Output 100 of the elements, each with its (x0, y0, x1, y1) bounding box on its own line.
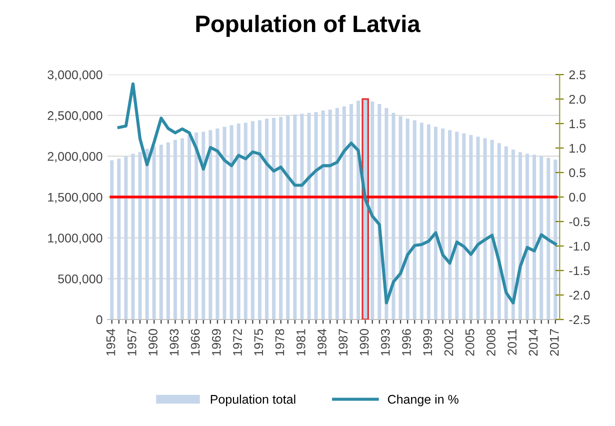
bar (462, 133, 466, 320)
line-series (117, 82, 557, 304)
bar (469, 134, 473, 320)
bar (511, 150, 515, 320)
bar (314, 112, 318, 320)
x-tick-label: 1975 (254, 329, 264, 356)
y2-tick-label: 1.0 (570, 144, 586, 153)
y2-tick-label: -1.5 (569, 266, 590, 276)
x-tick-label: 1990 (360, 329, 369, 356)
legend-label: Population total (210, 394, 296, 406)
x-tick-label: 1978 (275, 329, 284, 356)
x-tick-label: 2002 (444, 329, 454, 356)
bar (392, 112, 396, 320)
bar (300, 114, 304, 320)
bar (504, 146, 508, 320)
x-tick-label: 1960 (148, 329, 158, 356)
bar (434, 126, 438, 320)
bar (441, 128, 445, 320)
y-tick-label: 500,000 (58, 274, 102, 285)
bar (236, 124, 240, 320)
bar (208, 130, 212, 320)
bar (490, 140, 494, 320)
bar (166, 142, 170, 320)
y-tick-label: 3,000,000 (48, 70, 102, 81)
bar (356, 100, 360, 320)
y-tick-label: 0 (96, 315, 102, 324)
bar (554, 159, 558, 320)
x-tick-label: 1984 (318, 328, 326, 356)
bar (180, 138, 184, 320)
x-tick-label: 2017 (550, 329, 559, 356)
bar (307, 112, 311, 320)
y-tick-label: 1,000,000 (48, 234, 102, 244)
x-tick-label: 1999 (423, 329, 432, 356)
bar (264, 118, 269, 320)
bar (293, 114, 297, 320)
bar (497, 143, 501, 320)
bar (117, 158, 121, 320)
bar (230, 125, 234, 320)
bar (540, 156, 544, 320)
bar (455, 132, 459, 320)
bar (342, 106, 346, 320)
x-tick-label: 1954 (106, 328, 116, 356)
bar (110, 160, 114, 320)
x-tick-label: 1969 (212, 329, 221, 356)
bar (426, 124, 430, 320)
y2-tick-label: -2.0 (569, 290, 590, 300)
bar (188, 134, 192, 320)
y2-tick-label: 2.0 (569, 94, 586, 104)
x-tick-label: 1996 (402, 329, 411, 356)
y2-tick-label: 1.5 (570, 119, 586, 128)
bar (159, 144, 163, 320)
x-tick-label: 1957 (127, 329, 136, 356)
x-tick-label: 1987 (338, 329, 348, 356)
bar (222, 126, 226, 320)
bar (173, 140, 177, 320)
x-tick-label: 2014 (528, 328, 538, 356)
bar (328, 110, 332, 320)
bar (526, 154, 530, 320)
bar (145, 148, 149, 320)
bar (194, 132, 198, 320)
bar (258, 120, 262, 320)
bar (279, 117, 283, 320)
y2-tick-label: 2.5 (569, 70, 586, 80)
bar (406, 118, 410, 320)
chart-title: Population of Latvia (196, 14, 420, 37)
bar (244, 122, 248, 320)
y-tick-label: 1,500,000 (48, 192, 102, 204)
y2-tick-label: -0.5 (569, 217, 590, 226)
bar (370, 101, 374, 320)
y-tick-label: 2,500,000 (48, 111, 102, 122)
bar (483, 138, 487, 320)
bar (124, 156, 128, 320)
legend-label: Change in % (388, 394, 458, 406)
x-tick-label: 2005 (465, 329, 474, 356)
bar (518, 152, 522, 320)
y2-tick-label: -2.5 (569, 315, 590, 324)
x-tick-label: 1972 (233, 329, 242, 356)
bar (420, 122, 424, 320)
y2-tick-label: 0.5 (569, 168, 586, 178)
x-tick-label: 1963 (170, 329, 179, 356)
bar (412, 120, 416, 320)
bar (202, 132, 206, 320)
bar (321, 110, 325, 320)
bar (250, 121, 254, 320)
bar (398, 116, 402, 320)
bar (286, 115, 290, 320)
bar (349, 104, 353, 320)
bar (532, 154, 536, 320)
x-tick-label: 2008 (486, 329, 496, 356)
y2-tick-label: -1.0 (569, 242, 590, 251)
y-tick-label: 2,000,000 (48, 152, 102, 162)
x-tick-label: 2011 (508, 329, 517, 355)
bar (152, 146, 156, 320)
x-tick-label: 1993 (380, 329, 390, 356)
bar (448, 130, 452, 320)
bar (546, 158, 550, 320)
x-tick-label: 1966 (190, 329, 200, 356)
x-tick-label: 1981 (296, 329, 306, 356)
y2-tick-label: 0.0 (569, 192, 586, 202)
bar (216, 128, 220, 320)
